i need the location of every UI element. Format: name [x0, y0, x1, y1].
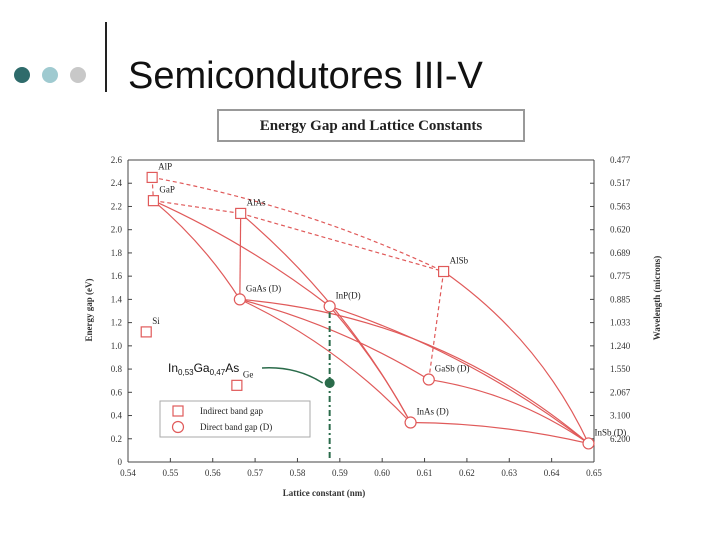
- y-tick-label: 2.0: [111, 225, 123, 235]
- y2-tick-label: 2.067: [610, 387, 631, 397]
- point: [404, 416, 417, 429]
- point-label: AlP: [158, 161, 172, 171]
- legend-marker: [172, 405, 184, 417]
- point-label: GaSb (D): [435, 364, 470, 374]
- annotation-part: Ga: [194, 361, 210, 375]
- x-tick-label: 0.57: [247, 468, 263, 478]
- point: [438, 265, 450, 278]
- point-label: AlAs: [247, 197, 266, 207]
- y2-tick-label: 0.517: [610, 178, 631, 188]
- y-tick-label: 1.2: [111, 318, 122, 328]
- curve: [239, 298, 412, 423]
- y2-tick-label: 0.689: [610, 248, 631, 258]
- curve: [428, 378, 589, 444]
- x-tick-label: 0.64: [544, 468, 560, 478]
- bullet: [70, 67, 86, 83]
- y2-tick-label: 0.563: [610, 201, 631, 211]
- point: [140, 326, 152, 338]
- y2-tick-label: 1.033: [610, 318, 631, 328]
- point: [233, 293, 246, 306]
- y-tick-label: 2.2: [111, 201, 122, 211]
- y2-tick-label: 3.100: [610, 411, 631, 421]
- point-label: Si: [152, 316, 160, 326]
- point-label: Ge: [243, 369, 254, 379]
- point-label: InP(D): [336, 290, 361, 300]
- y2-tick-label: 0.775: [610, 271, 631, 281]
- point: [147, 195, 160, 207]
- y2-axis-label: Wavelength (microns): [652, 256, 662, 341]
- x-tick-label: 0.59: [332, 468, 348, 478]
- chart-title-box: [217, 109, 525, 142]
- y2-tick-label: 1.240: [610, 341, 631, 351]
- point-label: InAs (D): [417, 407, 449, 417]
- bullet: [14, 67, 30, 83]
- annotation: In0,53Ga0,47As: [168, 361, 239, 377]
- point: [422, 373, 435, 386]
- x-tick-label: 0.62: [459, 468, 475, 478]
- x-tick-label: 0.60: [374, 468, 390, 478]
- y2-tick-label: 0.477: [610, 155, 631, 165]
- curve: [329, 305, 589, 444]
- legend-marker: [171, 420, 185, 434]
- curve: [153, 200, 241, 215]
- y-tick-label: 0.4: [111, 411, 123, 421]
- y-axis-label: Energy gap (eV): [84, 279, 94, 342]
- y-tick-label: 0.6: [111, 387, 123, 397]
- y-tick-label: 0.2: [111, 434, 122, 444]
- point: [146, 171, 158, 184]
- annotation-part: 0,53: [178, 368, 194, 377]
- y2-tick-label: 1.550: [610, 364, 631, 374]
- chart-title: Energy Gap and Lattice Constants: [260, 118, 483, 134]
- curve: [443, 271, 590, 444]
- y2-tick-label: 0.620: [610, 225, 631, 235]
- bullet: [42, 67, 58, 83]
- point-label: GaAs (D): [246, 283, 281, 293]
- curve: [153, 200, 331, 307]
- x-tick-label: 0.56: [205, 468, 221, 478]
- arrow: [261, 367, 324, 384]
- curve: [240, 212, 444, 273]
- annotation-part: In: [168, 361, 178, 375]
- x-tick-label: 0.55: [162, 468, 178, 478]
- y-tick-label: 0.8: [111, 364, 123, 374]
- y-tick-label: 2.6: [111, 155, 123, 165]
- curve: [410, 421, 589, 444]
- x-tick-label: 0.63: [501, 468, 517, 478]
- y-tick-label: 1.4: [111, 294, 123, 304]
- point: [323, 300, 336, 313]
- curve: [240, 212, 412, 423]
- y-tick-label: 0: [118, 457, 123, 467]
- y-tick-label: 1.8: [111, 248, 123, 258]
- x-tick-label: 0.65: [586, 468, 602, 478]
- slide-title: Semicondutores III-V: [128, 55, 483, 97]
- x-axis-label: Lattice constant (nm): [283, 488, 366, 498]
- curve: [153, 200, 241, 300]
- annotation-part: As: [225, 361, 239, 375]
- x-tick-label: 0.54: [120, 468, 136, 478]
- point: [235, 207, 247, 220]
- point-label: InSb (D): [594, 427, 626, 437]
- annotation-part: 0,47: [210, 368, 226, 377]
- point: [231, 379, 243, 391]
- y-tick-label: 2.4: [111, 178, 123, 188]
- curve: [239, 298, 430, 381]
- x-tick-label: 0.58: [290, 468, 306, 478]
- point-label: AlSb: [450, 256, 469, 266]
- curve: [152, 176, 444, 273]
- x-tick-label: 0.61: [417, 468, 433, 478]
- y2-tick-label: 0.885: [610, 294, 631, 304]
- legend: [159, 400, 311, 438]
- curve: [239, 213, 242, 300]
- y-tick-label: 1.0: [111, 341, 123, 351]
- point: [582, 437, 595, 450]
- highlight-point: [324, 378, 335, 389]
- y2-tick-label: 6.200: [610, 434, 631, 444]
- legend-label: Direct band gap (D): [200, 422, 272, 432]
- y-tick-label: 1.6: [111, 271, 123, 281]
- point-label: GaP: [159, 185, 175, 195]
- legend-label: Indirect band gap: [200, 406, 263, 416]
